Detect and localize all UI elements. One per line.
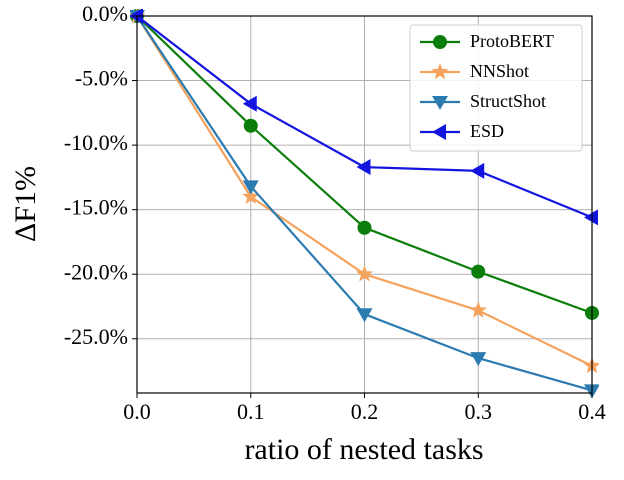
legend-label: ProtoBERT xyxy=(470,31,554,51)
y-axis-label: ΔF1% xyxy=(9,166,42,242)
marker xyxy=(242,180,259,195)
legend-box xyxy=(409,24,583,152)
marker xyxy=(469,301,487,318)
marker xyxy=(470,162,485,179)
marker xyxy=(431,63,449,80)
marker xyxy=(355,265,374,282)
x-tick-label: 0.4 xyxy=(578,399,606,424)
marker xyxy=(584,209,598,226)
y-tick-label: -10.0% xyxy=(64,130,128,155)
marker xyxy=(432,124,446,140)
x-tick-label: 0.3 xyxy=(465,399,493,424)
marker xyxy=(470,352,487,367)
legend-label: StructShot xyxy=(470,91,546,111)
x-tick-label: 0.1 xyxy=(237,399,265,424)
marker xyxy=(471,264,486,279)
legend-label: NNShot xyxy=(470,61,529,81)
marker xyxy=(356,308,373,323)
marker xyxy=(433,35,447,49)
y-tick-label: -5.0% xyxy=(75,66,128,91)
marker xyxy=(243,118,258,133)
y-tick-label: -20.0% xyxy=(64,259,128,284)
y-tick-label: 0.0% xyxy=(82,1,128,26)
marker xyxy=(583,356,599,374)
x-tick-label: 0.0 xyxy=(123,399,151,424)
marker xyxy=(357,220,372,235)
x-axis-label: ratio of nested tasks xyxy=(244,433,483,466)
y-tick-label: -15.0% xyxy=(64,195,128,220)
marker xyxy=(242,187,260,204)
x-tick-label: 0.2 xyxy=(351,399,379,424)
marker xyxy=(242,95,257,112)
legend-label: ESD xyxy=(470,121,504,141)
marker xyxy=(356,159,371,176)
y-tick-label: -25.0% xyxy=(64,324,128,349)
marker xyxy=(432,96,448,110)
